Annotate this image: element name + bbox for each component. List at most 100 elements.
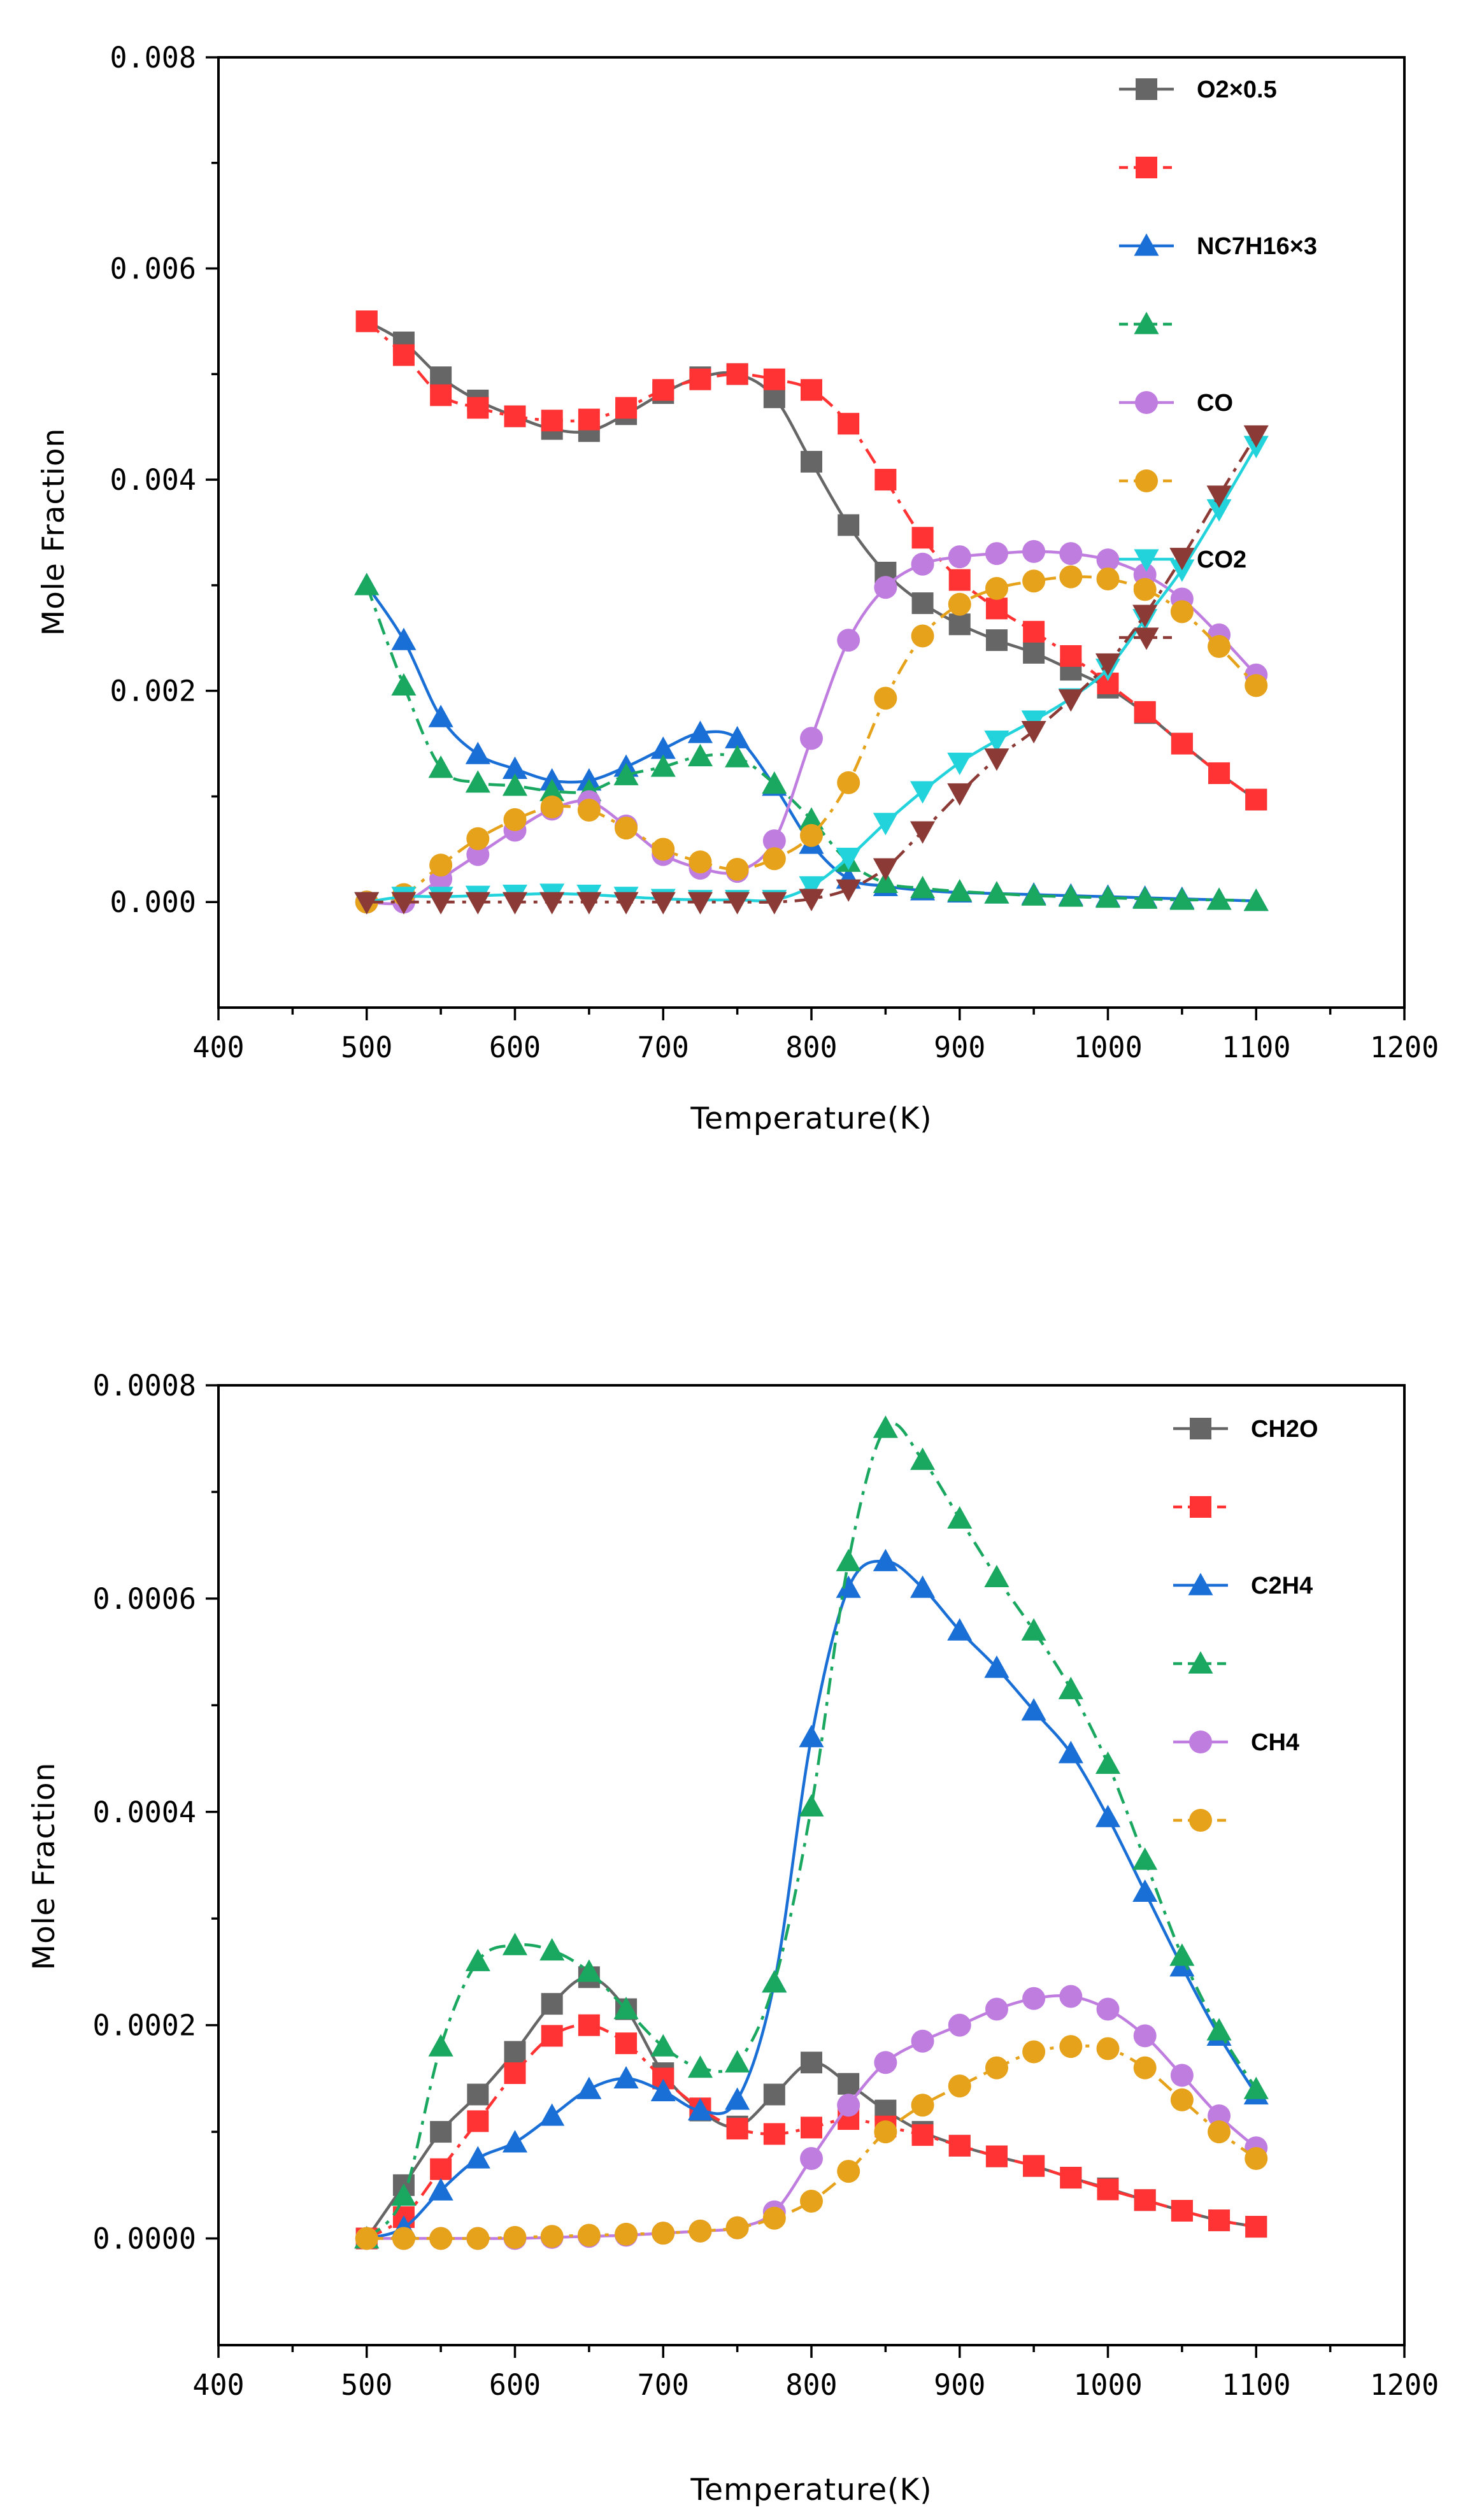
data-point xyxy=(428,892,453,915)
data-point xyxy=(539,1938,565,1961)
legend-marker xyxy=(1135,469,1158,492)
x-tick-label: 800 xyxy=(785,1031,837,1064)
x-tick-label: 700 xyxy=(638,1031,689,1064)
data-point xyxy=(615,397,638,419)
x-tick-label: 1100 xyxy=(1222,1031,1290,1064)
data-point xyxy=(391,673,417,696)
data-point xyxy=(652,2222,675,2245)
x-tick-label: 800 xyxy=(785,2368,837,2402)
data-point xyxy=(1171,732,1193,755)
data-point xyxy=(466,2227,490,2250)
data-point xyxy=(465,892,490,915)
data-point xyxy=(1133,2056,1157,2080)
data-point xyxy=(1059,2035,1083,2059)
data-point xyxy=(947,1618,973,1641)
series-line xyxy=(366,1422,1258,2240)
data-point xyxy=(911,527,934,549)
series-model-5 xyxy=(355,565,1268,914)
data-point xyxy=(799,1794,824,1817)
data-point xyxy=(503,808,527,831)
data-point xyxy=(354,573,380,596)
data-point xyxy=(1021,883,1046,906)
data-point xyxy=(836,1548,861,1571)
data-point xyxy=(355,2227,378,2250)
data-point xyxy=(428,2178,453,2201)
data-point xyxy=(800,2189,823,2213)
data-point xyxy=(650,2078,676,2102)
data-point xyxy=(763,2083,785,2106)
data-point xyxy=(1243,425,1269,448)
x-tick-label: 400 xyxy=(192,2368,244,2402)
series-model-5 xyxy=(355,2035,1268,2250)
data-point xyxy=(1095,1751,1121,1774)
data-point xyxy=(838,2073,860,2095)
data-point xyxy=(948,2013,971,2037)
data-point xyxy=(985,597,1008,620)
x-tick-label: 600 xyxy=(489,2368,541,2402)
data-point xyxy=(465,741,490,764)
data-point xyxy=(502,756,528,779)
series-line xyxy=(366,575,1257,904)
legend-label: CO xyxy=(1197,390,1233,417)
data-point xyxy=(984,730,1010,753)
data-point xyxy=(465,2146,490,2169)
data-point xyxy=(1206,2018,1232,2041)
data-point xyxy=(539,778,565,801)
data-point xyxy=(1023,2155,1045,2177)
series-model-3 xyxy=(354,573,1269,911)
data-point xyxy=(577,2223,601,2247)
legend: CH2O C2H4 CH4 xyxy=(1173,1416,1318,1832)
data-point xyxy=(1208,2209,1231,2232)
data-point xyxy=(1132,1847,1158,1870)
y-tick-label: 0.000 xyxy=(110,885,196,919)
data-point xyxy=(762,2206,786,2230)
series-line xyxy=(366,1559,1258,2240)
data-point xyxy=(1095,1804,1121,1827)
data-point xyxy=(911,552,934,576)
data-point xyxy=(688,850,712,874)
data-point xyxy=(613,2066,639,2089)
data-point xyxy=(762,829,786,853)
data-point xyxy=(984,1564,1010,1588)
data-point xyxy=(467,2083,489,2106)
legend-marker xyxy=(1134,233,1159,256)
data-point xyxy=(984,1655,1010,1678)
data-point xyxy=(1095,653,1121,676)
data-point xyxy=(1132,1879,1158,1902)
data-point xyxy=(1132,604,1158,627)
data-point xyxy=(391,892,417,915)
data-point xyxy=(465,1948,490,1971)
data-point xyxy=(689,368,711,390)
data-point xyxy=(836,847,861,871)
y-tick-label: 0.008 xyxy=(110,41,196,75)
series-line xyxy=(365,585,1257,903)
legend-marker xyxy=(1190,1496,1211,1518)
data-point xyxy=(467,2110,489,2132)
data-point xyxy=(910,1447,936,1470)
data-point xyxy=(874,687,897,710)
x-tick-label: 1200 xyxy=(1370,1031,1439,1064)
y-tick-label: 0.004 xyxy=(110,463,196,497)
data-point xyxy=(910,781,936,804)
data-point xyxy=(725,2050,750,2073)
series-model-7 xyxy=(354,425,1269,915)
legend-label: CH2O xyxy=(1251,1416,1318,1443)
data-point xyxy=(467,397,489,419)
data-point xyxy=(576,1959,602,1982)
data-point xyxy=(1134,2189,1156,2211)
data-point xyxy=(948,545,971,569)
data-point xyxy=(1022,569,1046,593)
data-point xyxy=(466,843,490,866)
data-point xyxy=(1133,2024,1157,2048)
data-point xyxy=(985,2056,1008,2080)
data-point xyxy=(652,379,674,401)
data-point xyxy=(985,542,1008,566)
legend-marker xyxy=(1188,1573,1213,1595)
legend-marker xyxy=(1135,391,1158,414)
data-point xyxy=(1058,1741,1083,1764)
data-point xyxy=(1023,641,1045,664)
data-point xyxy=(1059,565,1083,589)
data-point xyxy=(576,892,602,915)
data-point xyxy=(650,2034,676,2057)
data-point xyxy=(1169,548,1195,571)
